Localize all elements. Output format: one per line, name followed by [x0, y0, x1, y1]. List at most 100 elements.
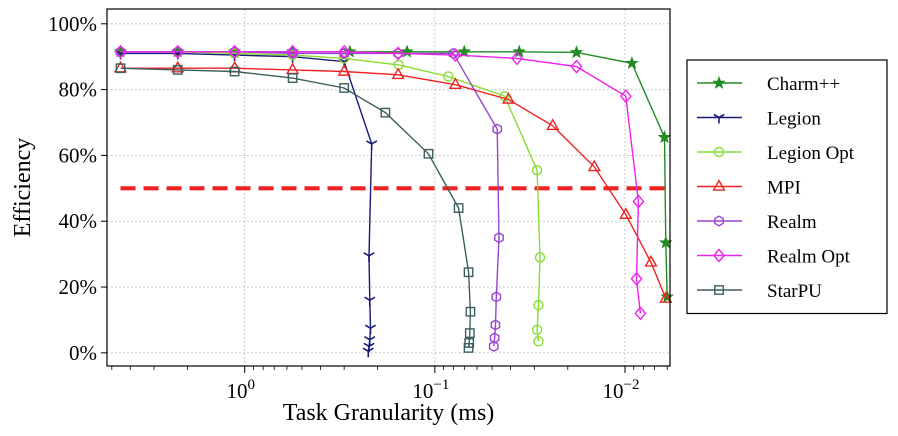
y-tick-label: 80% [59, 78, 98, 102]
data-point [400, 44, 414, 58]
data-point [569, 45, 584, 59]
data-point [114, 44, 127, 59]
legend-label: Realm [767, 212, 817, 233]
data-point [534, 252, 546, 263]
data-point [287, 73, 298, 83]
data-point [490, 319, 501, 331]
legend-item: MPI [697, 178, 801, 199]
x-tick-exponent: −2 [624, 377, 640, 393]
data-point [464, 328, 475, 338]
data-point [229, 46, 240, 58]
data-point [115, 46, 126, 58]
legend: Charm++ Legion Legion Opt MPI Realm Realm Opt… [686, 59, 888, 315]
y-tick-label: 100% [48, 12, 97, 36]
data-point [286, 44, 299, 59]
legend-label: StarPU [767, 281, 822, 302]
data-point [501, 92, 516, 104]
data-point [172, 46, 183, 58]
data-point [510, 51, 523, 66]
data-point [364, 296, 376, 307]
data-point [657, 130, 672, 144]
x-tick-label: 10−2 [603, 377, 640, 403]
data-point [449, 47, 462, 63]
x-tick-exponent: −1 [433, 377, 449, 393]
series-line [120, 51, 500, 347]
series-mpi [113, 60, 673, 303]
data-point [531, 165, 543, 176]
data-point [619, 207, 633, 219]
data-point [659, 291, 673, 303]
data-point [494, 232, 504, 244]
x-tick-base: 10 [226, 379, 247, 403]
legend-label: MPI [767, 178, 801, 199]
data-point [364, 335, 376, 346]
data-point [453, 203, 464, 213]
data-point [463, 343, 474, 353]
series-line [120, 67, 667, 299]
data-point [229, 66, 240, 77]
series-realm [115, 46, 504, 352]
data-point [423, 148, 434, 159]
legend-marker [714, 215, 724, 227]
legend-item: StarPU [697, 281, 822, 302]
data-point [625, 56, 639, 70]
data-point [171, 60, 185, 73]
data-point [488, 340, 499, 352]
data-point [366, 140, 378, 150]
data-point [448, 77, 462, 89]
series-layer [113, 44, 674, 358]
legend-item: Realm [697, 212, 817, 233]
data-point [619, 89, 632, 104]
legend-item: Legion Opt [697, 143, 855, 164]
x-axis-label: Task Granularity (ms) [283, 400, 495, 426]
data-point [533, 299, 544, 311]
y-tick-label: 60% [59, 143, 98, 167]
y-tick-label: 0% [69, 341, 97, 365]
data-point [286, 62, 300, 75]
legend-marker [713, 113, 725, 124]
data-point [171, 44, 184, 59]
data-point [457, 44, 472, 58]
data-point [634, 306, 647, 321]
series-line [120, 51, 642, 314]
series-legion [114, 49, 378, 358]
legend-item: Realm Opt [697, 247, 851, 268]
series-line [120, 67, 472, 348]
data-point [443, 71, 454, 82]
data-point [228, 44, 241, 59]
data-point [465, 306, 476, 317]
legend-marker [712, 75, 726, 89]
y-tick-label: 40% [59, 209, 98, 233]
data-point [391, 67, 405, 80]
data-point [491, 291, 502, 303]
legend-label: Charm++ [767, 74, 840, 95]
series-line [120, 51, 541, 342]
data-point [392, 46, 405, 61]
legend-label: Legion Opt [767, 143, 855, 164]
data-point [587, 159, 601, 172]
data-point [339, 83, 350, 93]
data-point [570, 59, 583, 74]
data-point [632, 194, 645, 209]
grid-lines [107, 9, 670, 366]
y-tick-label: 20% [59, 275, 98, 299]
legend-label: Realm Opt [767, 247, 851, 268]
data-point [364, 324, 377, 335]
x-tick-base: 10 [412, 379, 433, 403]
axis-ticks: 0%20%40%60%80%100%100 10−1 10−2 [48, 12, 668, 403]
data-point [337, 64, 351, 76]
legend-item: Charm++ [697, 74, 840, 95]
data-point [362, 347, 374, 358]
data-point [363, 252, 375, 262]
data-point [463, 267, 474, 278]
data-point [380, 107, 391, 118]
legend-marker [714, 285, 724, 295]
series-line [120, 51, 668, 297]
y-axis-label: Efficiency [10, 138, 36, 238]
x-tick-exponent: 0 [247, 377, 255, 393]
series-starpu [115, 63, 476, 353]
series-realm-opt [114, 44, 647, 321]
data-point [531, 324, 543, 336]
series-charmplusplus [113, 44, 674, 303]
